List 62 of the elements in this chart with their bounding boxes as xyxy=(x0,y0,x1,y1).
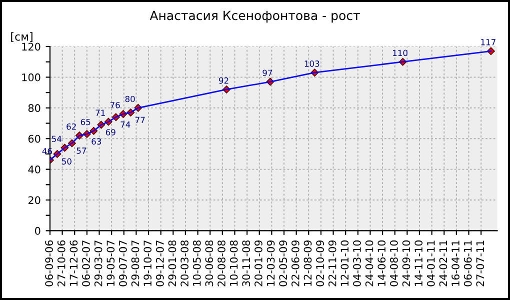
data-label: 50 xyxy=(62,158,72,165)
x-tick-label: 04-03-10 xyxy=(353,240,361,286)
x-tick-label: 29-03-07 xyxy=(94,240,102,286)
chart-title: Анастасия Ксенофонтова - рост xyxy=(150,10,360,23)
x-tick-label: 14-06-10 xyxy=(378,240,386,286)
x-tick-label: 02-05-09 xyxy=(279,240,288,286)
x-tick-label: 29-08-07 xyxy=(131,240,140,286)
x-tick-label: 20-08-08 xyxy=(218,240,226,286)
x-tick-label: 09-12-07 xyxy=(156,240,164,286)
y-tick-label: 60 xyxy=(28,134,40,143)
x-tick-label: 02-10-09 xyxy=(316,240,324,286)
data-label: 54 xyxy=(52,136,62,142)
x-tick-label: 16-04-11 xyxy=(452,240,460,286)
y-axis-title: [см] xyxy=(11,32,32,42)
data-label: 103 xyxy=(304,60,320,67)
x-tick-label: 27-07-11 xyxy=(476,240,484,286)
x-tick-label: 10-10-08 xyxy=(230,240,238,286)
x-tick-label: 12-01-10 xyxy=(340,240,349,286)
data-label: 77 xyxy=(135,116,145,124)
x-tick-label: 24-09-10 xyxy=(402,240,410,286)
x-tick-label: 20-03-08 xyxy=(180,240,188,286)
data-label: 74 xyxy=(120,122,130,128)
data-label: 62 xyxy=(66,123,76,130)
x-tick-label: 10-05-08 xyxy=(192,240,201,286)
data-label: 110 xyxy=(393,50,408,56)
data-label: 63 xyxy=(92,138,102,145)
data-label: 69 xyxy=(106,129,116,136)
x-tick-label: 24-04-10 xyxy=(365,240,374,286)
data-label: 117 xyxy=(481,39,496,46)
y-tick-label: 20 xyxy=(28,196,40,204)
data-label: 92 xyxy=(218,77,228,84)
data-label: 57 xyxy=(76,148,86,154)
y-tick-label: 40 xyxy=(28,166,40,174)
x-tick-label: 06-02-07 xyxy=(82,240,90,286)
y-tick-label: 120 xyxy=(22,42,40,51)
x-tick-label: 04-01-11 xyxy=(426,240,435,286)
x-tick-label: 09-07-07 xyxy=(119,240,127,286)
x-tick-label: 29-01-08 xyxy=(168,240,176,286)
x-tick-label: 22-11-09 xyxy=(328,240,336,286)
x-tick-label: 19-05-07 xyxy=(106,240,115,286)
x-tick-label: 06-06-11 xyxy=(464,240,472,286)
x-tick-label: 14-11-10 xyxy=(414,240,423,286)
data-label: 97 xyxy=(262,70,272,76)
data-label: 80 xyxy=(125,96,135,102)
data-label: 65 xyxy=(80,118,90,126)
x-tick-label: 06-09-06 xyxy=(45,240,53,286)
x-tick-label: 20-01-09 xyxy=(254,240,262,286)
data-label: 71 xyxy=(96,110,105,116)
x-tick-label: 24-02-11 xyxy=(439,240,448,286)
y-tick-label: 0 xyxy=(35,226,40,235)
x-tick-label: 27-10-06 xyxy=(57,240,66,286)
data-label: 76 xyxy=(110,102,120,108)
x-tick-label: 12-08-09 xyxy=(304,240,312,286)
y-tick-label: 80 xyxy=(28,104,40,112)
x-tick-label: 17-12-06 xyxy=(70,240,78,286)
x-tick-label: 12-03-09 xyxy=(266,240,275,286)
x-tick-label: 22-06-09 xyxy=(291,240,300,286)
x-tick-label: 30-06-08 xyxy=(205,240,214,286)
y-tick-label: 100 xyxy=(22,73,40,82)
x-tick-label: 19-10-07 xyxy=(144,240,152,286)
x-tick-label: 04-08-10 xyxy=(390,240,398,286)
x-tick-label: 30-11-08 xyxy=(242,240,250,286)
